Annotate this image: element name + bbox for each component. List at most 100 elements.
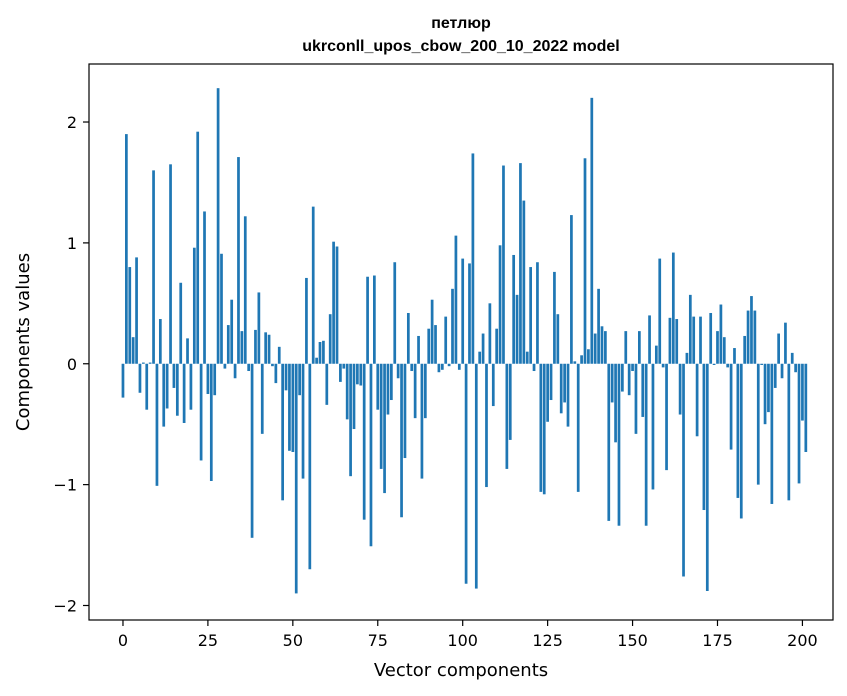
bar-41 [260, 363, 264, 434]
bar-6 [142, 362, 145, 364]
bar-182 [739, 363, 743, 519]
bar-188 [760, 363, 764, 365]
bar-14 [169, 164, 172, 364]
bar-176 [719, 304, 723, 364]
bar-series [121, 88, 808, 594]
bar-143 [607, 363, 611, 521]
bar-4 [135, 257, 138, 364]
bar-179 [729, 363, 733, 450]
bar-193 [777, 333, 780, 364]
bar-159 [661, 363, 665, 368]
bar-109 [491, 363, 495, 407]
y-axis-ticks: −2 −1 0 1 2 [53, 113, 89, 615]
bar-184 [746, 310, 750, 364]
bar-164 [678, 363, 682, 415]
bar-56 [311, 206, 315, 364]
bar-7 [145, 363, 149, 410]
bar-155 [648, 315, 651, 364]
bar-22 [196, 131, 200, 364]
bar-150 [631, 363, 634, 372]
bar-44 [271, 363, 274, 367]
bar-73 [369, 363, 373, 547]
bar-156 [651, 363, 655, 490]
bar-92 [434, 325, 437, 364]
bar-199 [797, 363, 801, 484]
bar-157 [654, 345, 658, 364]
bar-149 [627, 363, 631, 396]
bar-98 [454, 235, 458, 364]
bar-111 [498, 245, 502, 364]
y-tick-label: 2 [67, 113, 77, 132]
bar-96 [447, 363, 451, 367]
bar-34 [237, 157, 240, 364]
bar-170 [699, 316, 702, 364]
bar-5 [138, 363, 142, 393]
bar-43 [267, 334, 271, 364]
bar-87 [417, 335, 420, 364]
bar-187 [756, 363, 760, 485]
bar-11 [158, 319, 162, 364]
bar-116 [515, 294, 519, 364]
bar-197 [790, 352, 794, 364]
bar-64 [339, 363, 342, 382]
bar-146 [617, 363, 621, 526]
x-tick-label: 25 [198, 631, 218, 650]
bar-198 [794, 363, 797, 373]
bar-74 [373, 275, 376, 364]
bar-141 [600, 326, 604, 364]
x-tick-label: 50 [283, 631, 303, 650]
bar-168 [692, 316, 696, 364]
bar-38 [250, 363, 254, 538]
bar-127 [553, 271, 556, 364]
bar-89 [423, 363, 427, 419]
bar-84 [406, 312, 410, 364]
bar-144 [610, 363, 614, 403]
bar-78 [386, 363, 390, 415]
bar-42 [264, 332, 268, 364]
bar-37 [247, 363, 251, 372]
bar-173 [709, 312, 713, 364]
bar-122 [536, 262, 539, 364]
bar-26 [209, 363, 213, 481]
bar-8 [148, 362, 152, 364]
bar-45 [274, 363, 278, 384]
bar-186 [753, 310, 757, 364]
bar-194 [780, 363, 784, 379]
bar-62 [332, 241, 335, 364]
bar-192 [773, 363, 777, 388]
bar-52 [298, 363, 301, 396]
bar-183 [743, 335, 747, 364]
bar-97 [451, 288, 454, 364]
bar-75 [376, 363, 380, 410]
bar-17 [179, 282, 183, 364]
bar-80 [393, 262, 397, 364]
bar-114 [508, 363, 512, 440]
bar-161 [668, 317, 672, 364]
bar-77 [383, 363, 386, 494]
bar-175 [716, 331, 719, 364]
bar-115 [512, 254, 516, 364]
bar-58 [318, 342, 322, 364]
bar-83 [403, 363, 407, 459]
bar-152 [638, 331, 641, 364]
bar-91 [430, 299, 434, 364]
bar-117 [519, 163, 522, 364]
bar-169 [695, 363, 699, 437]
bar-20 [189, 363, 193, 410]
bar-51 [294, 363, 298, 594]
bar-162 [671, 252, 675, 364]
bar-108 [488, 303, 492, 364]
bar-153 [641, 363, 645, 417]
bar-19 [186, 338, 189, 364]
bar-18 [182, 363, 186, 423]
bar-147 [621, 363, 624, 392]
bar-99 [457, 363, 461, 370]
bar-33 [233, 363, 237, 379]
bar-71 [362, 363, 366, 520]
bar-90 [427, 328, 431, 364]
bar-60 [325, 363, 329, 405]
bar-154 [644, 363, 648, 526]
bar-53 [301, 363, 305, 479]
bar-145 [614, 363, 617, 443]
bar-72 [366, 276, 369, 364]
